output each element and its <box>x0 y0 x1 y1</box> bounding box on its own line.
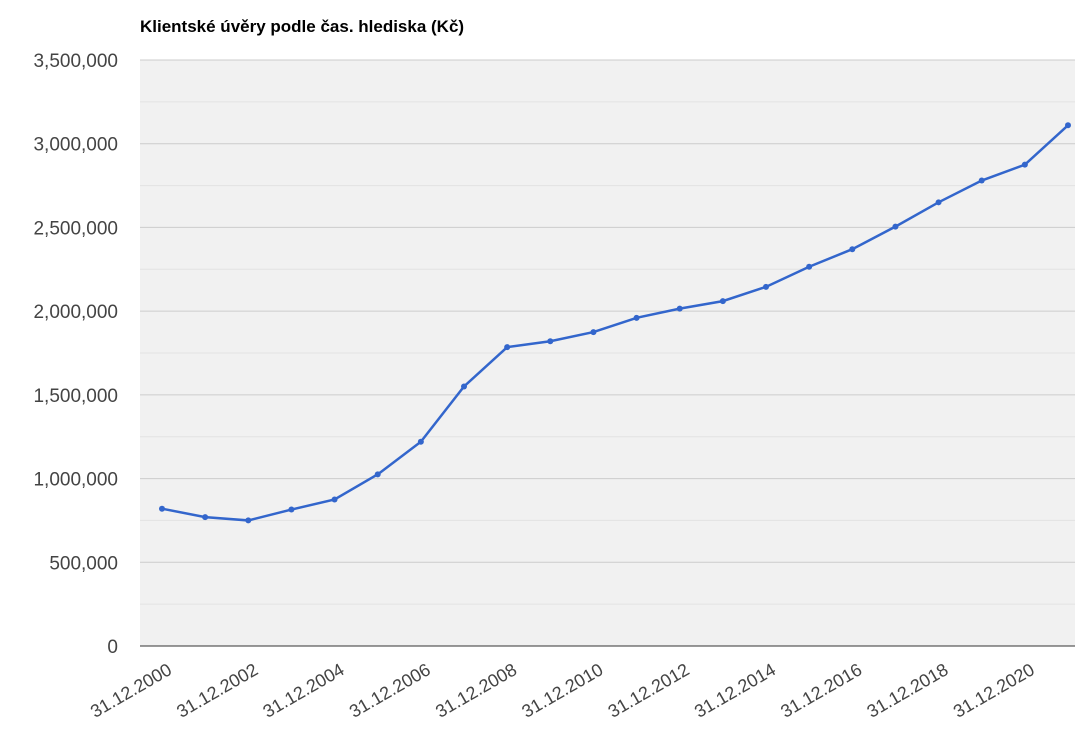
data-point <box>159 505 165 512</box>
x-tick-label: 31.12.2006 <box>346 659 434 721</box>
data-point <box>892 223 899 230</box>
x-tick-label: 31.12.2018 <box>864 659 952 721</box>
data-point <box>935 199 942 206</box>
y-tick-label: 500,000 <box>49 553 118 574</box>
data-point <box>288 506 295 513</box>
data-point <box>547 338 554 345</box>
data-point <box>202 514 209 521</box>
data-point <box>374 471 381 478</box>
x-tick-label: 31.12.2008 <box>432 659 520 721</box>
data-point <box>978 177 985 184</box>
x-tick-label: 31.12.2020 <box>950 659 1038 721</box>
data-point <box>1021 161 1028 168</box>
data-point <box>590 329 597 336</box>
y-tick-label: 0 <box>107 637 118 658</box>
x-tick-label: 31.12.2010 <box>518 659 606 721</box>
x-tick-label: 31.12.2012 <box>605 659 693 721</box>
data-point <box>331 496 338 503</box>
y-tick-label: 2,500,000 <box>33 218 118 239</box>
data-point <box>461 383 467 390</box>
y-tick-label: 1,000,000 <box>33 470 118 491</box>
chart-title: Klientské úvěry podle čas. hlediska (Kč) <box>140 17 464 36</box>
data-point <box>504 344 511 351</box>
x-tick-label: 31.12.2002 <box>173 659 261 721</box>
data-point <box>763 283 769 290</box>
x-tick-label: 31.12.2014 <box>691 659 779 721</box>
data-point <box>806 263 813 270</box>
series-line <box>161 124 1069 522</box>
data-point <box>1065 122 1071 129</box>
data-point <box>417 438 424 445</box>
data-point <box>849 246 856 253</box>
x-tick-label: 31.12.2000 <box>87 659 175 721</box>
x-tick-label: 31.12.2004 <box>260 659 348 721</box>
y-tick-label: 3,500,000 <box>33 51 118 72</box>
y-tick-label: 1,500,000 <box>33 386 118 407</box>
data-point <box>719 298 726 305</box>
y-tick-label: 2,000,000 <box>33 302 118 323</box>
y-tick-label: 3,000,000 <box>33 135 118 156</box>
data-point <box>676 305 683 312</box>
x-tick-label: 31.12.2016 <box>777 659 865 721</box>
data-point <box>633 314 640 321</box>
data-point <box>245 517 252 524</box>
